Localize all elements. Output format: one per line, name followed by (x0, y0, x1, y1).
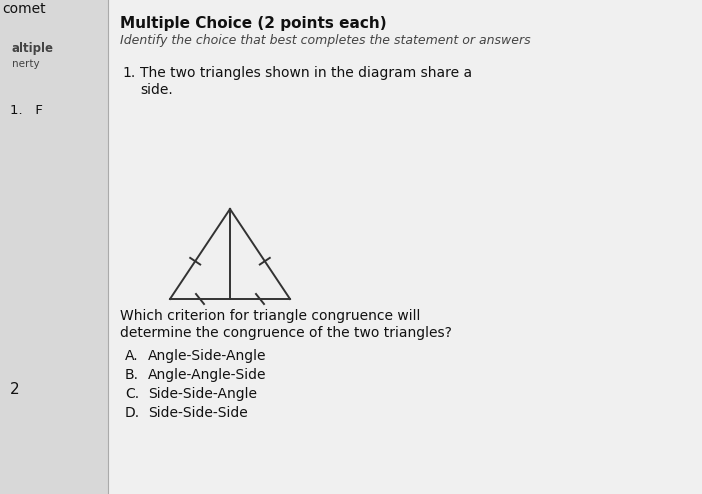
Text: Angle-Angle-Side: Angle-Angle-Side (148, 368, 267, 382)
Text: The two triangles shown in the diagram share a: The two triangles shown in the diagram s… (140, 66, 472, 80)
Text: A.: A. (125, 349, 138, 363)
Bar (0, 0, 108, 494)
Text: comet: comet (2, 2, 46, 16)
Text: 2: 2 (10, 382, 20, 397)
Text: altiple: altiple (12, 42, 54, 55)
Text: Identify the choice that best completes the statement or answers: Identify the choice that best completes … (120, 34, 531, 47)
Text: Side-Side-Angle: Side-Side-Angle (148, 387, 257, 401)
Text: D.: D. (125, 406, 140, 420)
Text: Multiple Choice (2 points each): Multiple Choice (2 points each) (120, 16, 387, 31)
Text: determine the congruence of the two triangles?: determine the congruence of the two tria… (120, 326, 452, 340)
Text: 1.: 1. (122, 66, 135, 80)
Text: C.: C. (125, 387, 139, 401)
Text: Which criterion for triangle congruence will: Which criterion for triangle congruence … (120, 309, 420, 323)
Text: nerty: nerty (12, 59, 39, 69)
Text: 1.   F: 1. F (10, 104, 43, 117)
Text: Angle-Side-Angle: Angle-Side-Angle (148, 349, 267, 363)
Text: Side-Side-Side: Side-Side-Side (148, 406, 248, 420)
Text: B.: B. (125, 368, 139, 382)
Text: side.: side. (140, 83, 173, 97)
Bar (108, 0, 702, 494)
